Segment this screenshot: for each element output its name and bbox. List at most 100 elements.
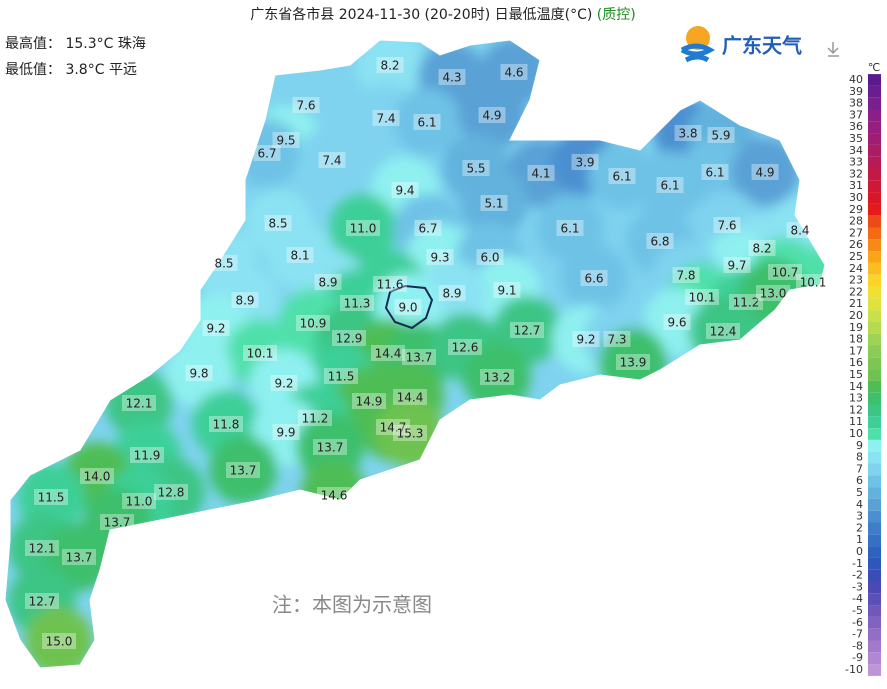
station-value: 4.6 xyxy=(504,66,523,80)
legend-swatch xyxy=(868,628,881,641)
title: 广东省各市县 2024-11-30 (20-20时) 日最低温度(°C) (质控… xyxy=(250,6,635,23)
region-fill xyxy=(17,463,85,531)
legend-label: 37 xyxy=(849,108,863,121)
station-value: 12.8 xyxy=(158,486,185,500)
label-box xyxy=(723,257,751,273)
legend-swatch xyxy=(868,333,881,346)
legend-swatch xyxy=(868,298,881,311)
legend-label: 34 xyxy=(849,144,863,157)
station-value: 11.5 xyxy=(328,370,355,384)
legend-swatch xyxy=(868,310,881,322)
legend-swatch xyxy=(868,569,881,582)
label-box xyxy=(272,132,300,148)
download-icon[interactable] xyxy=(827,42,839,57)
label-box xyxy=(786,222,814,238)
label-box xyxy=(100,514,134,530)
guangzhou-outline xyxy=(384,284,434,330)
label-box xyxy=(122,395,156,411)
max-stat: 最高值： 15.3°C 珠海 xyxy=(5,35,146,52)
note: 注：本图为示意图 xyxy=(272,593,432,617)
label-box xyxy=(646,233,674,249)
legend-label: 6 xyxy=(856,474,863,487)
label-box xyxy=(34,489,68,505)
station-value: 12.7 xyxy=(29,595,56,609)
label-box xyxy=(701,164,729,180)
logo-wave xyxy=(680,43,716,63)
station-value: 5.9 xyxy=(711,129,730,143)
label-box xyxy=(154,484,188,500)
label-box xyxy=(376,57,404,73)
station-value: 11.3 xyxy=(344,297,371,311)
legend-label: 12 xyxy=(849,403,863,416)
min-stat: 最低值： 3.8°C 平远 xyxy=(5,62,137,78)
label-box xyxy=(656,177,684,193)
station-value: 14.9 xyxy=(356,395,383,409)
station-value: 11.0 xyxy=(350,222,377,236)
legend-label: -2 xyxy=(852,569,863,582)
station-value: 8.9 xyxy=(442,287,461,301)
station-value: 13.2 xyxy=(484,371,511,385)
station-value: 6.1 xyxy=(417,116,436,130)
station-value: 9.0 xyxy=(398,301,417,315)
legend-swatch xyxy=(868,640,881,653)
label-box xyxy=(243,345,277,361)
legend-label: 16 xyxy=(849,356,863,369)
legend-swatch xyxy=(868,133,881,145)
label-box xyxy=(674,125,702,141)
station-value: 10.1 xyxy=(800,276,827,290)
label-box xyxy=(296,315,330,331)
station-value: 9.6 xyxy=(667,316,686,330)
region-fill xyxy=(329,194,397,262)
legend-swatch xyxy=(868,74,881,86)
legend-swatch xyxy=(868,546,881,558)
station-labels: 8.24.3 4.67.67.4 6.1 4.99.56.73.8 5.97.45.5 4… xyxy=(25,57,830,649)
label-box xyxy=(603,331,631,347)
legend-swatch xyxy=(868,510,881,523)
label-box xyxy=(476,249,504,265)
legend-label: -10 xyxy=(845,663,863,676)
region-fill xyxy=(458,81,526,149)
station-value: 10.9 xyxy=(300,317,327,331)
legend-label: 18 xyxy=(849,333,863,346)
legend-label: -7 xyxy=(852,628,863,641)
label-box xyxy=(756,285,790,301)
legend-label: 24 xyxy=(849,262,863,275)
station-value: 7.4 xyxy=(322,154,341,168)
legend-swatch xyxy=(868,664,881,676)
station-value: 11.2 xyxy=(302,412,329,426)
station-value: 14.4 xyxy=(375,347,402,361)
legend-swatch xyxy=(868,357,881,370)
station-value: 3.9 xyxy=(575,156,594,170)
legend-swatch xyxy=(868,652,881,665)
station-value: 6.1 xyxy=(660,179,679,193)
legend-swatch xyxy=(868,109,881,122)
station-value: 11.2 xyxy=(733,296,760,310)
legend-swatch xyxy=(868,404,881,417)
station-value: 5.1 xyxy=(484,197,503,211)
station-value: 15.3 xyxy=(397,427,424,441)
legend-label: 21 xyxy=(849,297,863,310)
label-box xyxy=(391,182,419,198)
label-box xyxy=(672,267,700,283)
legend-swatch xyxy=(868,121,881,134)
legend-swatch xyxy=(868,203,881,216)
legend-label: 39 xyxy=(849,85,863,98)
legend-label: 22 xyxy=(849,285,863,298)
label-box xyxy=(298,410,332,426)
legend-swatch xyxy=(868,156,881,169)
legend-label: 36 xyxy=(849,120,863,133)
logo: 广东天气 xyxy=(680,26,802,63)
legend-label: -3 xyxy=(852,580,863,593)
label-box xyxy=(713,217,741,233)
legend-swatch xyxy=(868,451,881,464)
label-box xyxy=(462,160,490,176)
legend-swatch xyxy=(868,168,881,181)
station-value: 14.6 xyxy=(321,489,348,503)
legend-swatch xyxy=(868,392,881,405)
station-value: 12.1 xyxy=(126,397,153,411)
station-value: 13.7 xyxy=(104,516,131,530)
region-fill xyxy=(25,607,93,668)
station-value: 8.1 xyxy=(290,249,309,263)
label-box xyxy=(313,439,347,455)
label-box xyxy=(748,240,776,256)
